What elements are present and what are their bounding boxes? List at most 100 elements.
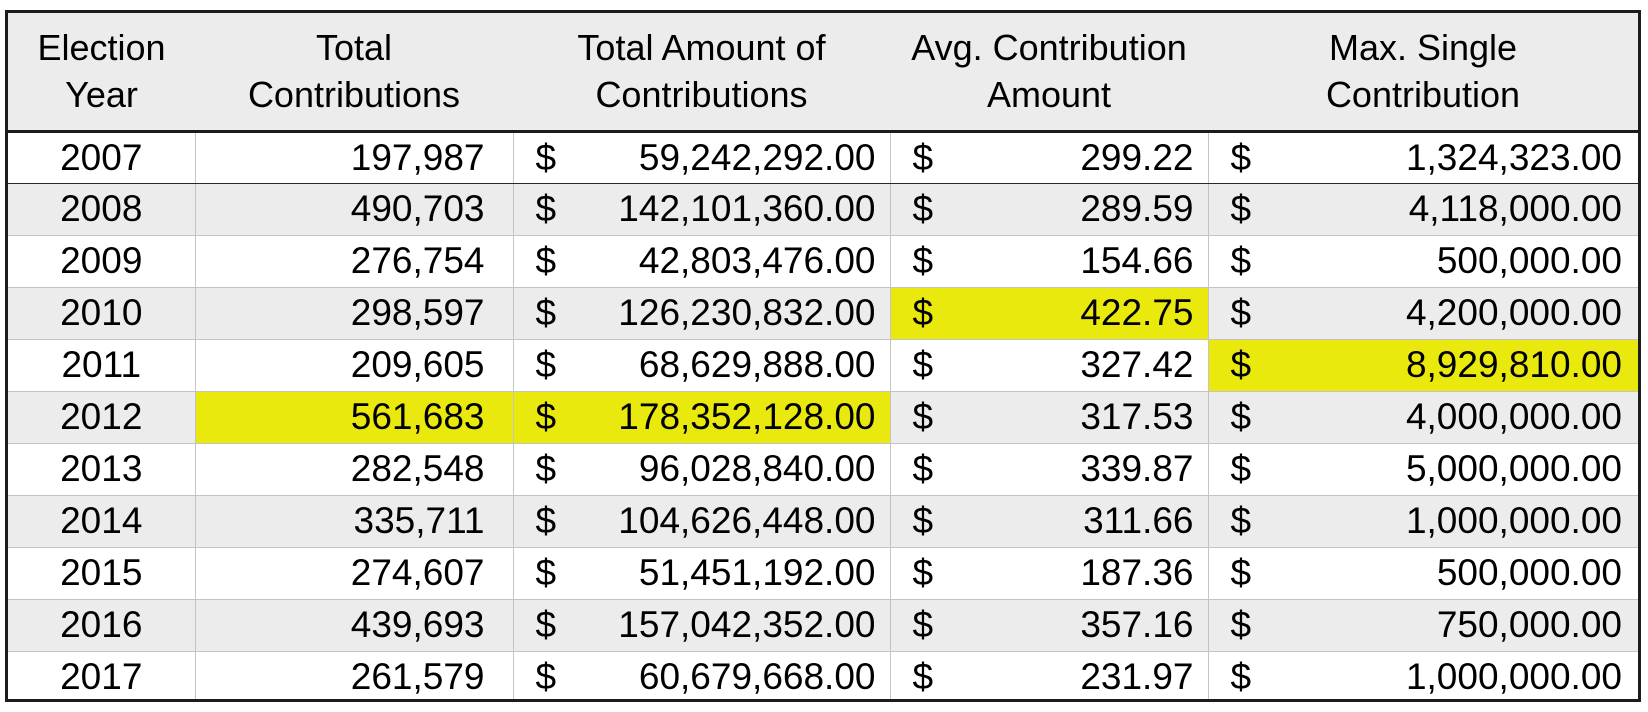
cell-max-single: $1,000,000.00: [1208, 495, 1638, 548]
cell-value: 311.66: [1083, 500, 1194, 541]
cell-max-single: $500,000.00: [1208, 547, 1638, 600]
currency-symbol: $: [535, 136, 557, 178]
header-total-contributions: Total Contributions: [195, 13, 513, 133]
cell-total-contributions: 209,605: [195, 339, 514, 392]
currency-symbol: $: [912, 344, 934, 385]
cell-avg-contribution: $187.36: [890, 547, 1209, 600]
currency-symbol: $: [1230, 188, 1252, 229]
table-row: 2016 439,693 $157,042,352.00 $357.16 $750,00…: [8, 599, 1638, 652]
header-max-single: Max. Single Contribution: [1208, 13, 1638, 133]
cell-election-year: 2015: [8, 547, 196, 600]
cell-total-contributions: 282,548: [195, 443, 514, 496]
header-row: Election Year Total Contributions Total …: [8, 13, 1638, 133]
cell-max-single: $1,324,323.00: [1208, 131, 1638, 184]
cell-value: 4,118,000.00: [1408, 188, 1622, 229]
cell-election-year: 2010: [8, 287, 196, 340]
currency-symbol: $: [535, 344, 557, 385]
cell-avg-contribution: $317.53: [890, 391, 1209, 444]
cell-value: 8,929,810.00: [1405, 344, 1622, 385]
cell-total-amount: $96,028,840.00: [513, 443, 891, 496]
cell-election-year: 2008: [8, 183, 196, 236]
cell-election-year: 2013: [8, 443, 196, 496]
cell-value: 178,352,128.00: [618, 396, 876, 437]
cell-value: 317.53: [1080, 396, 1194, 437]
cell-total-contributions: 298,597: [195, 287, 514, 340]
cell-value: 231.97: [1080, 656, 1194, 698]
cell-total-amount: $59,242,292.00: [513, 131, 891, 184]
cell-avg-contribution: $339.87: [890, 443, 1209, 496]
cell-total-contributions: 261,579: [195, 651, 514, 699]
contributions-table: Election Year Total Contributions Total …: [8, 13, 1638, 699]
table-row: 2012 561,683 $178,352,128.00 $317.53 $4,000,…: [8, 391, 1638, 444]
cell-max-single: $750,000.00: [1208, 599, 1638, 652]
cell-avg-contribution: $299.22: [890, 131, 1209, 184]
cell-value: 500,000.00: [1436, 552, 1622, 593]
cell-max-single: $4,118,000.00: [1208, 183, 1638, 236]
currency-symbol: $: [1230, 604, 1252, 645]
currency-symbol: $: [535, 240, 557, 281]
table-row: 2009 276,754 $42,803,476.00 $154.66 $500,000…: [8, 235, 1638, 288]
currency-symbol: $: [912, 656, 934, 698]
currency-symbol: $: [912, 136, 934, 178]
cell-avg-contribution: $327.42: [890, 339, 1209, 392]
cell-value: 1,000,000.00: [1405, 500, 1622, 541]
cell-value: 339.87: [1080, 448, 1194, 489]
currency-symbol: $: [535, 656, 557, 698]
cell-value: 96,028,840.00: [638, 448, 876, 489]
cell-total-amount: $157,042,352.00: [513, 599, 891, 652]
currency-symbol: $: [912, 604, 934, 645]
cell-max-single: $1,000,000.00: [1208, 651, 1638, 699]
cell-value: 500,000.00: [1436, 240, 1622, 281]
table-row: 2007 197,987 $59,242,292.00 $299.22 $1,324,3…: [8, 131, 1638, 184]
cell-total-contributions: 197,987: [195, 131, 514, 184]
cell-max-single: $4,200,000.00: [1208, 287, 1638, 340]
cell-avg-contribution: $289.59: [890, 183, 1209, 236]
cell-max-single: $4,000,000.00: [1208, 391, 1638, 444]
currency-symbol: $: [535, 188, 557, 229]
cell-value: 59,242,292.00: [638, 136, 876, 178]
cell-value: 187.36: [1080, 552, 1194, 593]
cell-value: 289.59: [1080, 188, 1194, 229]
table-row: 2017 261,579 $60,679,668.00 $231.97 $1,000,0…: [8, 651, 1638, 699]
currency-symbol: $: [1230, 500, 1252, 541]
cell-total-amount: $68,629,888.00: [513, 339, 891, 392]
cell-election-year: 2012: [8, 391, 196, 444]
cell-value: 68,629,888.00: [638, 344, 876, 385]
cell-value: 5,000,000.00: [1405, 448, 1622, 489]
cell-value: 51,451,192.00: [638, 552, 876, 593]
currency-symbol: $: [1230, 240, 1252, 281]
currency-symbol: $: [1230, 448, 1252, 489]
table-row: 2008 490,703 $142,101,360.00 $289.59 $4,118,…: [8, 183, 1638, 236]
cell-total-amount: $60,679,668.00: [513, 651, 891, 699]
cell-value: 4,200,000.00: [1405, 292, 1622, 333]
currency-symbol: $: [912, 448, 934, 489]
header-avg-contribution: Avg. Contribution Amount: [890, 13, 1208, 133]
cell-total-contributions: 439,693: [195, 599, 514, 652]
cell-avg-contribution: $154.66: [890, 235, 1209, 288]
cell-election-year: 2009: [8, 235, 196, 288]
cell-value: 142,101,360.00: [618, 188, 876, 229]
cell-value: 4,000,000.00: [1405, 396, 1622, 437]
cell-total-amount: $126,230,832.00: [513, 287, 891, 340]
contributions-table-frame: Election Year Total Contributions Total …: [5, 10, 1641, 702]
cell-avg-contribution: $231.97: [890, 651, 1209, 699]
table-body: 2007 197,987 $59,242,292.00 $299.22 $1,324,3…: [8, 131, 1638, 699]
cell-value: 299.22: [1080, 136, 1194, 178]
cell-value: 1,324,323.00: [1405, 136, 1622, 178]
currency-symbol: $: [912, 552, 934, 593]
cell-value: 1,000,000.00: [1405, 656, 1622, 698]
cell-avg-contribution: $357.16: [890, 599, 1209, 652]
cell-total-amount: $178,352,128.00: [513, 391, 891, 444]
currency-symbol: $: [912, 240, 934, 281]
cell-value: 104,626,448.00: [618, 500, 876, 541]
cell-total-contributions: 561,683: [195, 391, 514, 444]
currency-symbol: $: [912, 500, 934, 541]
currency-symbol: $: [1230, 136, 1252, 178]
cell-max-single: $5,000,000.00: [1208, 443, 1638, 496]
table-row: 2015 274,607 $51,451,192.00 $187.36 $500,000…: [8, 547, 1638, 600]
currency-symbol: $: [1230, 396, 1252, 437]
header-total-amount: Total Amount of Contributions: [513, 13, 890, 133]
cell-max-single: $500,000.00: [1208, 235, 1638, 288]
cell-value: 42,803,476.00: [638, 240, 876, 281]
currency-symbol: $: [912, 188, 934, 229]
